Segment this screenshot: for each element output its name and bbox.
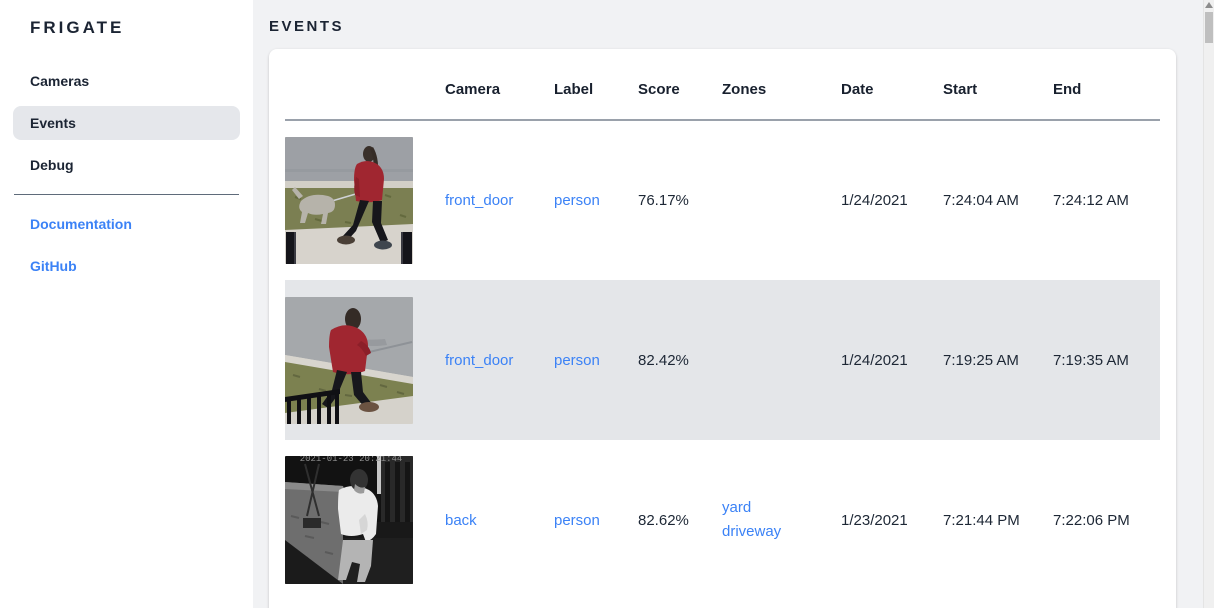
- sidebar-divider: [14, 194, 239, 195]
- date-cell: 1/24/2021: [841, 192, 908, 209]
- zones-cell: [722, 280, 841, 440]
- sidebar-link-github[interactable]: GitHub: [30, 258, 77, 274]
- col-header-end: End: [1053, 49, 1160, 121]
- camera-link[interactable]: front_door: [445, 192, 514, 209]
- events-table: Camera Label Score Zones Date Start End: [285, 49, 1160, 600]
- zone-link[interactable]: driveway: [722, 523, 782, 540]
- camera-link[interactable]: front_door: [445, 351, 514, 369]
- events-card: Camera Label Score Zones Date Start End: [269, 49, 1176, 608]
- event-thumbnail[interactable]: 2021-01-23 20:21:44: [285, 456, 413, 584]
- col-header-score: Score: [638, 49, 722, 121]
- main-content: EVENTS Camera Label Score Zones Date Sta…: [253, 0, 1203, 608]
- sidebar-nav: Cameras Events Debug Documentation GitHu…: [0, 64, 253, 283]
- label-link[interactable]: person: [554, 192, 600, 209]
- zone-link[interactable]: yard: [722, 499, 752, 516]
- camera-link[interactable]: back: [445, 511, 477, 529]
- scroll-up-arrow-icon[interactable]: [1205, 2, 1213, 8]
- app-logo[interactable]: FRIGATE: [30, 18, 125, 37]
- sidebar: FRIGATE Cameras Events Debug Documentati…: [0, 0, 253, 608]
- end-cell: 7:22:06 PM: [1053, 511, 1130, 529]
- label-link[interactable]: person: [554, 351, 600, 369]
- event-thumbnail[interactable]: [285, 137, 413, 264]
- zones-cell: [722, 120, 841, 280]
- sidebar-item-debug[interactable]: Debug: [30, 157, 74, 173]
- col-header-camera: Camera: [445, 49, 554, 121]
- sidebar-item-cameras[interactable]: Cameras: [30, 73, 90, 89]
- start-cell: 7:19:25 AM: [943, 351, 1019, 369]
- date-cell: 1/24/2021: [841, 351, 908, 369]
- page-title: EVENTS: [269, 18, 345, 35]
- table-header-row: Camera Label Score Zones Date Start End: [285, 49, 1160, 121]
- event-thumbnail[interactable]: [285, 296, 413, 424]
- date-cell: 1/23/2021: [841, 511, 908, 529]
- score-cell: 82.62%: [638, 511, 689, 529]
- start-cell: 7:21:44 PM: [943, 511, 1020, 529]
- col-header-label: Label: [554, 49, 638, 121]
- end-cell: 7:24:12 AM: [1053, 192, 1129, 209]
- event-row[interactable]: 2021-01-23 20:21:44 back person 82.62% y…: [285, 440, 1160, 600]
- sidebar-item-events[interactable]: Events: [13, 106, 240, 140]
- col-header-start: Start: [943, 49, 1053, 121]
- thumbnail-timestamp-overlay: 2021-01-23 20:21:44: [300, 456, 403, 464]
- label-link[interactable]: person: [554, 511, 600, 529]
- end-cell: 7:19:35 AM: [1053, 351, 1129, 369]
- col-header-date: Date: [841, 49, 943, 121]
- col-header-thumbnail: [285, 49, 445, 121]
- zones-cell: yard driveway: [722, 440, 841, 600]
- scrollbar[interactable]: [1203, 0, 1214, 608]
- start-cell: 7:24:04 AM: [943, 192, 1019, 209]
- score-cell: 82.42%: [638, 351, 689, 369]
- sidebar-link-documentation[interactable]: Documentation: [30, 216, 132, 232]
- col-header-zones: Zones: [722, 49, 841, 121]
- event-row[interactable]: front_door person 82.42% 1/24/2021 7:19:…: [285, 280, 1160, 440]
- event-row[interactable]: front_door person 76.17% 1/24/2021 7:24:…: [285, 120, 1160, 280]
- score-cell: 76.17%: [638, 192, 689, 209]
- scrollbar-thumb[interactable]: [1205, 12, 1213, 43]
